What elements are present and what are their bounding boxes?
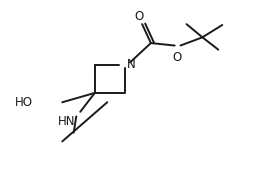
Text: O: O: [134, 10, 144, 22]
Text: HN: HN: [58, 115, 75, 128]
Text: N: N: [127, 58, 135, 71]
Text: HO: HO: [14, 96, 32, 109]
Text: O: O: [173, 51, 182, 64]
